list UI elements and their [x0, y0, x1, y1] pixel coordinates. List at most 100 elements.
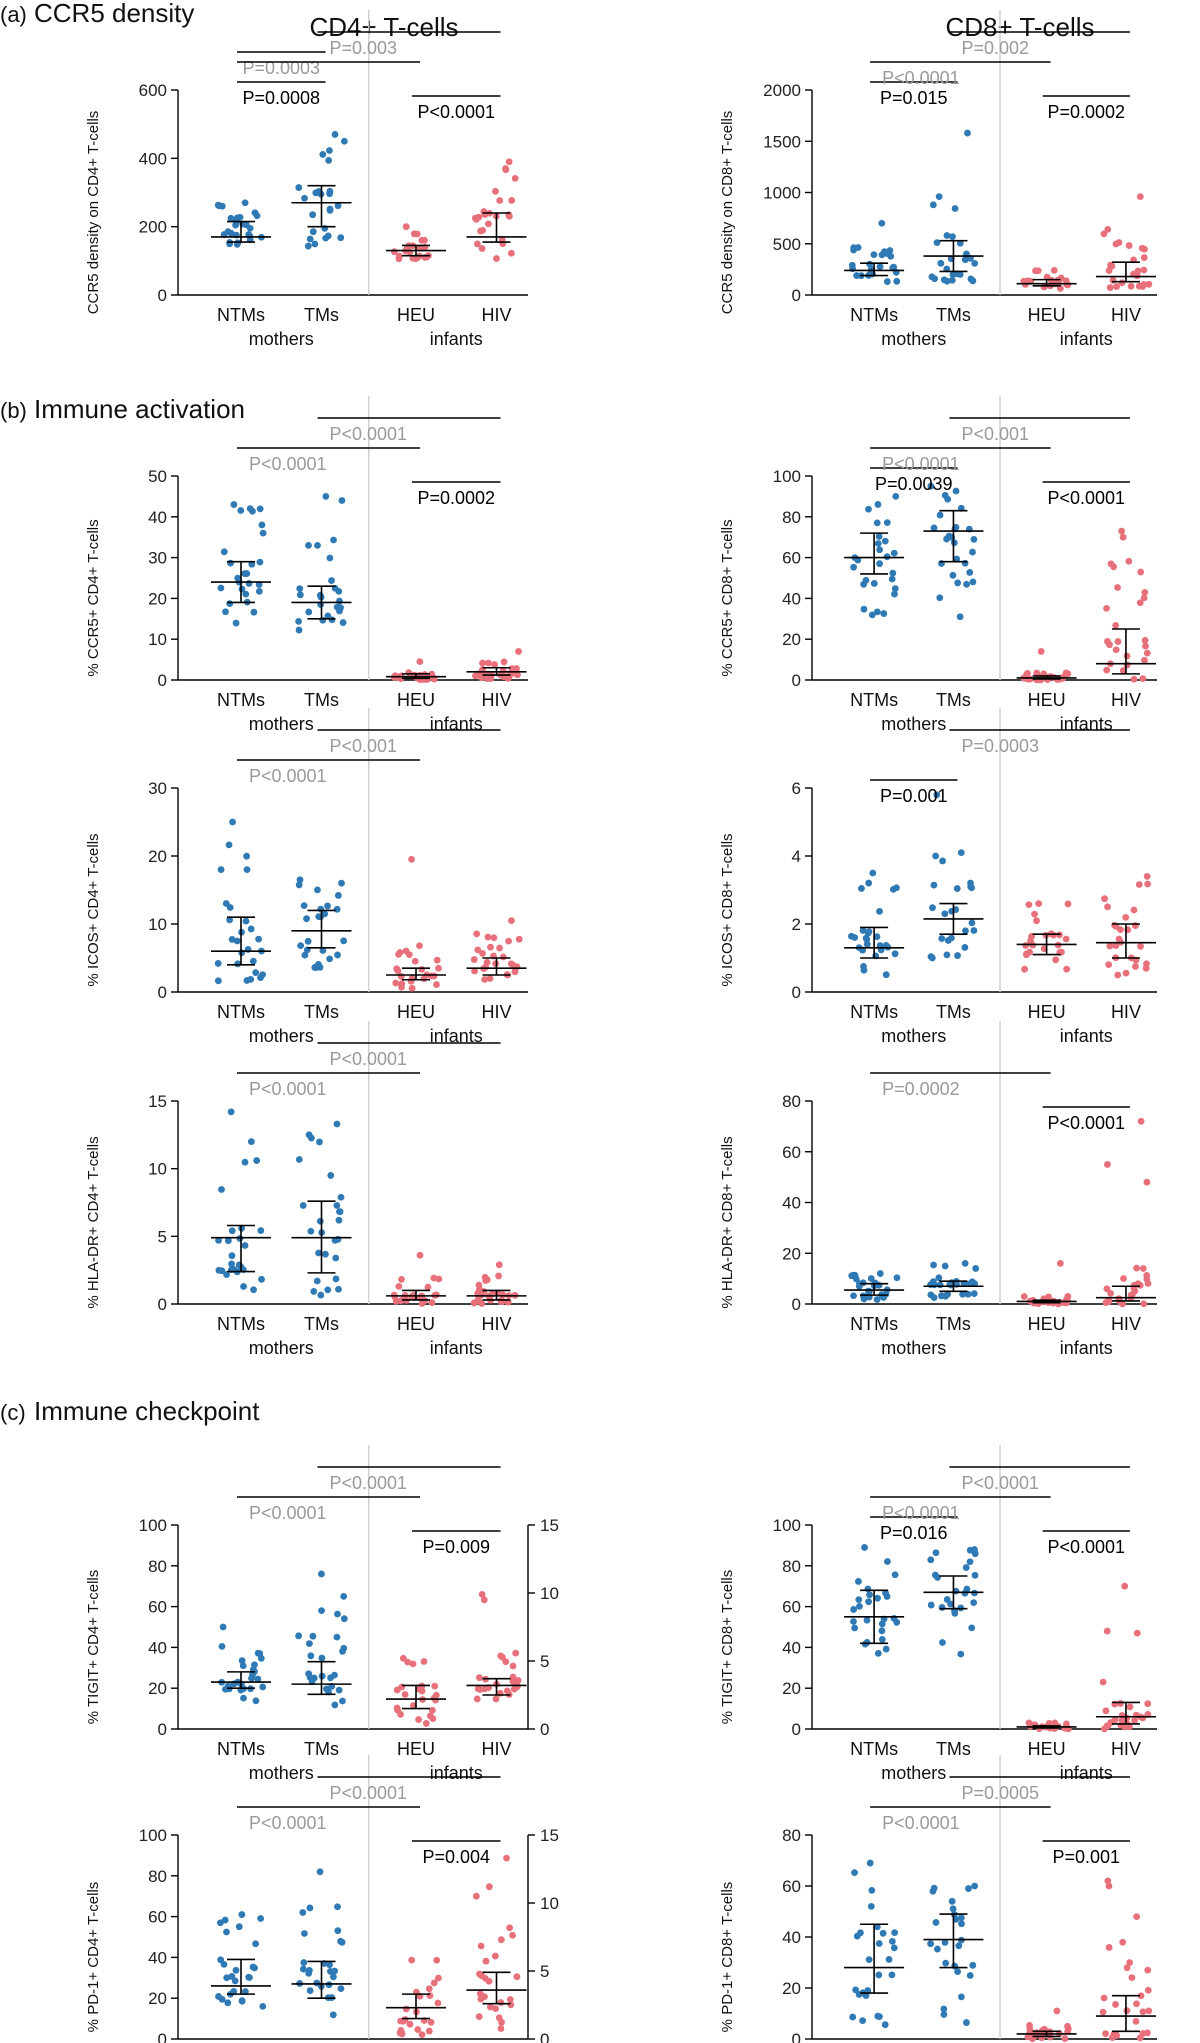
- data-point: [859, 2017, 867, 2024]
- data-point: [420, 1658, 428, 1665]
- data-point: [1033, 917, 1040, 925]
- data-point: [1114, 584, 1121, 591]
- data-point: [477, 227, 484, 235]
- data-point: [509, 1931, 516, 1939]
- y-axis-label: % TIGIT+ CD8+ T-cells: [719, 1570, 736, 1725]
- data-point: [326, 1961, 333, 1969]
- category-label-tms: TMs: [936, 1002, 971, 1022]
- data-point: [1114, 638, 1122, 645]
- data-point: [931, 1571, 939, 1579]
- p-value-label: P=0.0003: [961, 736, 1039, 756]
- data-point: [249, 507, 256, 515]
- data-point: [967, 879, 974, 887]
- data-point: [338, 497, 346, 504]
- group-label-mothers: mothers: [881, 714, 946, 734]
- p-value-label: P<0.0001: [1047, 1537, 1125, 1557]
- y-axis-label: % PD-1+ CD4+ T-cells: [85, 1882, 102, 2033]
- data-point: [240, 1694, 247, 1702]
- data-point: [331, 1967, 339, 1975]
- data-point: [1103, 666, 1111, 674]
- data-point: [1135, 881, 1143, 888]
- data-point: [859, 927, 867, 934]
- data-point: [875, 533, 883, 540]
- data-point: [232, 619, 240, 627]
- y-tick-label: 40: [782, 1928, 801, 1947]
- data-point: [876, 263, 884, 271]
- data-point: [932, 852, 940, 860]
- data-point: [1118, 279, 1126, 287]
- data-point: [232, 1966, 240, 1974]
- data-point: [966, 1558, 974, 1566]
- data-point: [969, 548, 976, 556]
- data-point: [888, 1937, 896, 1945]
- data-point: [935, 1274, 943, 1282]
- data-point: [885, 1956, 893, 1963]
- data-point: [937, 259, 945, 267]
- data-point: [238, 1657, 246, 1665]
- data-point: [473, 930, 481, 938]
- p-value-label: P<0.0001: [882, 68, 960, 88]
- data-point: [485, 220, 492, 228]
- data-point: [892, 493, 900, 500]
- data-point: [1121, 1582, 1129, 1590]
- data-point: [866, 1859, 874, 1867]
- data-point: [242, 221, 250, 229]
- data-point: [890, 549, 898, 557]
- p-value-label: P=0.0008: [242, 88, 320, 108]
- data-point: [391, 248, 398, 256]
- data-point: [938, 1604, 946, 1611]
- data-point: [318, 1654, 326, 1662]
- data-point: [299, 1202, 307, 1209]
- data-point: [947, 934, 955, 942]
- data-point: [891, 1571, 899, 1579]
- data-point: [418, 2031, 426, 2039]
- data-point: [296, 876, 304, 884]
- data-point: [492, 1695, 500, 1703]
- data-point: [1102, 1707, 1110, 1715]
- data-point: [1133, 2000, 1140, 2008]
- data-point: [970, 535, 978, 543]
- data-point: [966, 1280, 974, 1288]
- data-point: [241, 1242, 249, 1249]
- data-point: [398, 1275, 405, 1283]
- data-point: [503, 1854, 510, 1862]
- data-point: [218, 1186, 225, 1193]
- data-point: [235, 1923, 243, 1931]
- data-point: [328, 616, 336, 624]
- data-point: [933, 239, 941, 247]
- data-point: [427, 2018, 435, 2026]
- data-point: [1144, 1986, 1152, 1994]
- data-point: [873, 933, 881, 941]
- data-point: [970, 1290, 978, 1297]
- data-point: [1141, 656, 1148, 664]
- data-point: [409, 254, 417, 262]
- data-point: [927, 1601, 935, 1609]
- data-point: [850, 1618, 857, 1625]
- data-point: [1063, 965, 1071, 973]
- data-point: [1105, 1882, 1113, 1890]
- data-point: [1139, 283, 1146, 290]
- y-tick-label: 0: [158, 2030, 167, 2043]
- category-label-hiv: HIV: [1111, 1739, 1141, 1759]
- y-tick-label: 60: [148, 1598, 167, 1617]
- data-point: [257, 974, 264, 982]
- data-point: [932, 1549, 940, 1557]
- data-point: [334, 202, 342, 210]
- y-tick-label: 20: [782, 1979, 801, 1998]
- data-point: [968, 919, 976, 927]
- data-point: [248, 560, 256, 568]
- data-point: [1050, 931, 1057, 939]
- category-label-ntms: NTMs: [850, 1739, 898, 1759]
- data-point: [475, 213, 483, 221]
- data-point: [496, 944, 503, 952]
- y-axis-label: % CCR5+ CD4+ T-cells: [85, 519, 102, 676]
- data-point: [1123, 2007, 1131, 2015]
- panel-ccr5_cd4: 0 200 400 600 CCR5 density on CD4+ T-cells NT…: [85, 10, 528, 349]
- data-point: [1053, 2007, 1061, 2015]
- data-point: [254, 1675, 262, 1683]
- data-point: [1133, 1264, 1141, 1272]
- data-point: [1119, 533, 1127, 541]
- data-point: [228, 1260, 235, 1268]
- y-tick-label: 60: [782, 549, 801, 568]
